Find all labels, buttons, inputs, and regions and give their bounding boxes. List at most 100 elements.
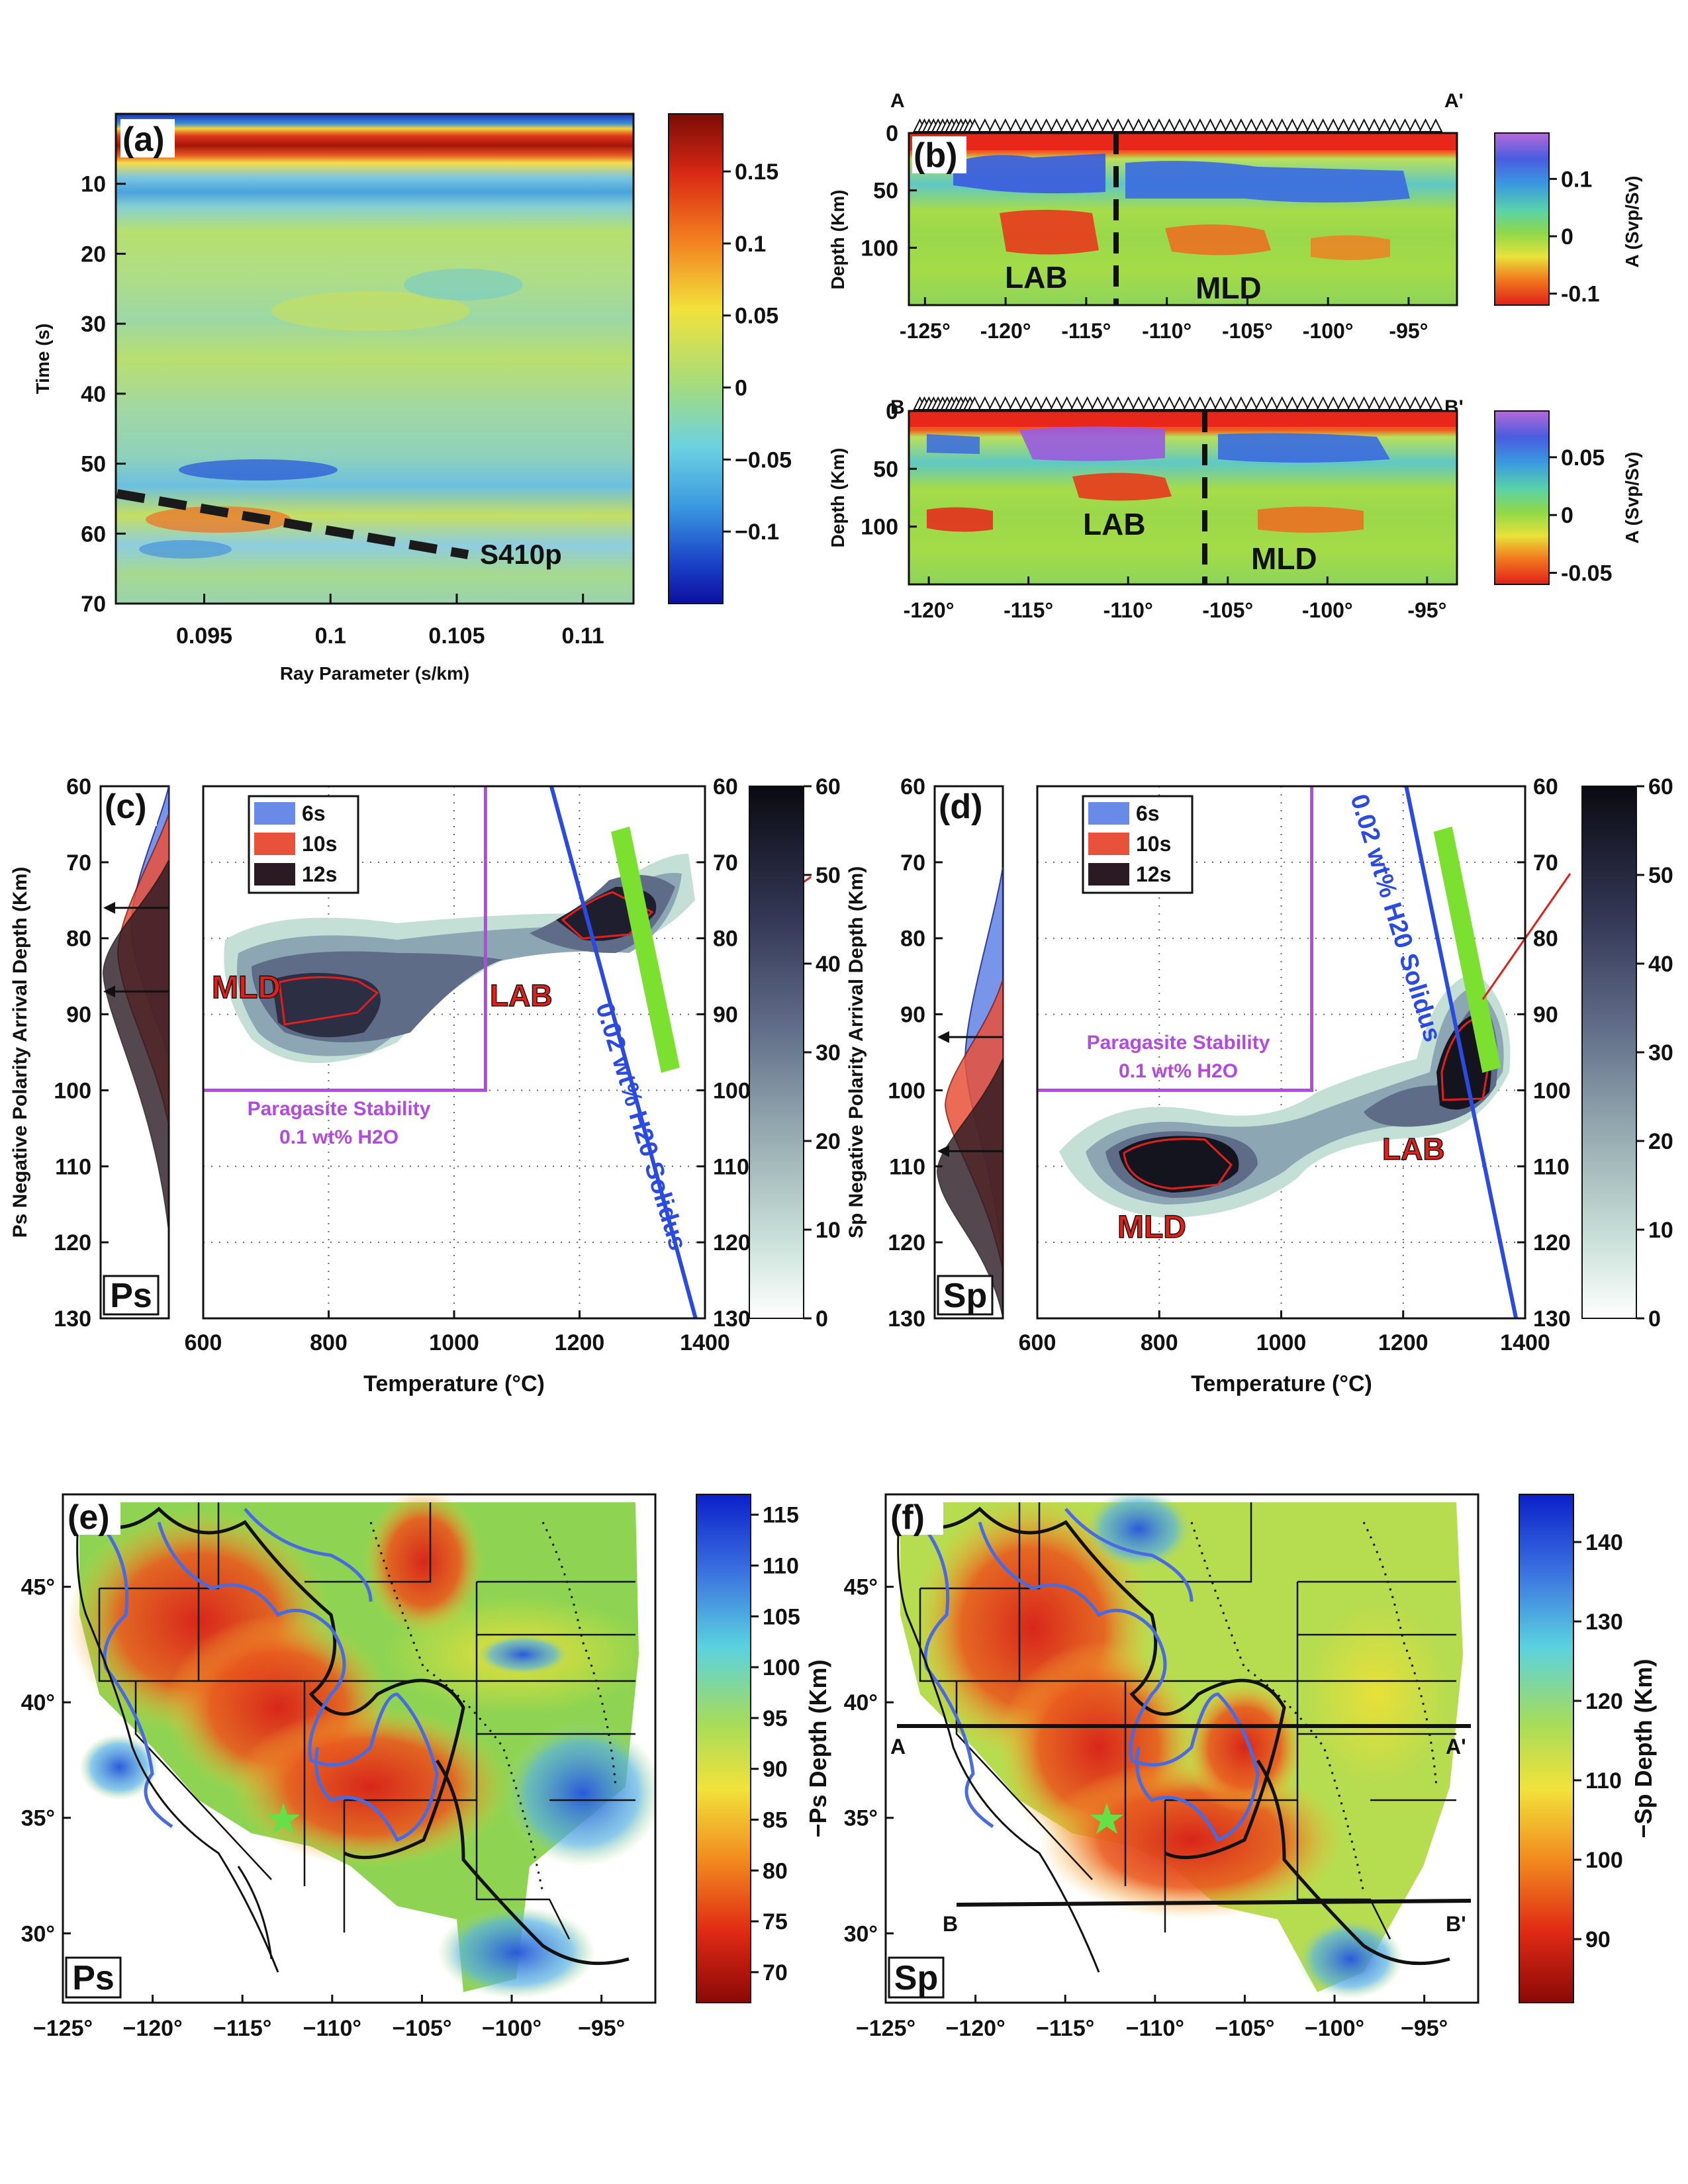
colorbar-tick-label: 0 bbox=[1648, 1306, 1661, 1332]
station-triangle bbox=[1203, 396, 1218, 410]
profile-label-b-prime: B' bbox=[1446, 1912, 1466, 1936]
sp-map-label: Sp bbox=[894, 1959, 938, 1997]
panel-f-tag-box bbox=[889, 1498, 943, 1535]
legend-swatch-10s bbox=[254, 833, 295, 855]
peak-arrow-head bbox=[937, 1145, 949, 1158]
ytick-label: 130 bbox=[888, 1306, 925, 1332]
surface-band bbox=[909, 133, 1457, 150]
panel-d-right-yticks: 60 70 80 90 100 110 120 130 bbox=[1517, 774, 1571, 1332]
ytick-label: 90 bbox=[66, 1003, 91, 1028]
right-ytick-label: 80 bbox=[1533, 927, 1558, 952]
dotted-outline bbox=[541, 1522, 617, 1788]
panel-d-xticks: 600 800 1000 1200 1400 bbox=[1019, 1310, 1550, 1355]
station-triangle bbox=[1316, 118, 1331, 132]
panel-f-colorbar bbox=[1519, 1494, 1574, 2003]
panel-f-tag: (f) bbox=[890, 1498, 925, 1537]
station-triangle bbox=[1244, 396, 1258, 410]
positive-anomaly bbox=[1000, 210, 1099, 255]
peak-arrow-head bbox=[103, 901, 115, 914]
xtick-label: -100° bbox=[1303, 319, 1354, 343]
right-ytick-label: 70 bbox=[1533, 850, 1558, 876]
station-triangle bbox=[1182, 396, 1197, 410]
coastline bbox=[76, 1502, 279, 1973]
dotted-outline bbox=[1362, 1522, 1438, 1788]
legend-swatch-6s bbox=[254, 802, 295, 825]
colorbar-tick-label: 0.05 bbox=[735, 304, 778, 329]
station-triangle bbox=[1397, 118, 1413, 132]
panel-c-tag: (c) bbox=[105, 788, 147, 826]
negative-anomaly bbox=[953, 154, 1105, 194]
station-triangle bbox=[1008, 396, 1023, 410]
ytick-label: 110 bbox=[55, 1154, 91, 1179]
station-triangle bbox=[1408, 118, 1423, 132]
colorbar-tick-label: 110 bbox=[1585, 1768, 1622, 1794]
legend-swatch-12s bbox=[1088, 863, 1129, 886]
solidus-line bbox=[1404, 786, 1519, 1319]
xtick-label: −125° bbox=[856, 2016, 915, 2041]
panel-d-xlabel: Temperature (°C) bbox=[1191, 1371, 1372, 1396]
xtick-label: −110° bbox=[303, 2016, 361, 2041]
negative-blob bbox=[179, 459, 338, 480]
station-triangle bbox=[988, 118, 1002, 132]
ytick-label: 120 bbox=[54, 1230, 91, 1255]
colorbar-tick-label: -0.05 bbox=[1561, 561, 1613, 586]
panel-b2-colorbar bbox=[1494, 410, 1550, 585]
province-outline bbox=[85, 1506, 465, 1860]
hot-region bbox=[364, 1494, 483, 1635]
ytick-label: 40 bbox=[81, 382, 106, 407]
colorbar-tick-label: 50 bbox=[1648, 863, 1673, 888]
station-triangle bbox=[1223, 396, 1238, 410]
right-ytick-label: 120 bbox=[1533, 1230, 1571, 1255]
cool-region bbox=[1297, 1919, 1403, 1999]
panel-c-colorbar-ticks: 60 50 40 30 20 10 0 bbox=[804, 774, 841, 1332]
mld-label-b2: MLD bbox=[1251, 541, 1317, 576]
xtick-label: -110° bbox=[1142, 319, 1192, 343]
colorbar-tick-label: 0.15 bbox=[735, 159, 778, 185]
positive-blob bbox=[271, 291, 470, 331]
ytick-label: 40° bbox=[844, 1690, 878, 1715]
ps-box bbox=[103, 1275, 160, 1316]
station-triangle bbox=[1316, 396, 1331, 410]
station-triangle bbox=[1203, 118, 1218, 132]
panel-a-tag: (a) bbox=[122, 120, 165, 159]
station-triangle bbox=[1418, 396, 1433, 410]
peak-arrows bbox=[103, 901, 169, 998]
panel-c-yticks: 60 70 80 90 100 110 120 130 bbox=[54, 774, 109, 1332]
station-triangle bbox=[1429, 118, 1443, 132]
station-triangle bbox=[1285, 396, 1299, 410]
station-triangle bbox=[1356, 396, 1372, 410]
panel-e-colorbar-ticks: 115 110 105 100 95 90 85 80 75 70 bbox=[751, 1503, 800, 1985]
panel-a-blobs bbox=[139, 269, 523, 559]
station-triangle bbox=[1295, 118, 1310, 132]
panel-a-ylabel: Time (s) bbox=[32, 324, 53, 394]
station-triangle bbox=[1305, 396, 1320, 410]
station-triangle bbox=[1029, 396, 1043, 410]
colorbar-tick-label: 0 bbox=[816, 1306, 828, 1332]
peak-arrows bbox=[937, 1031, 1003, 1158]
panel-b-cbar-label: A (Svp/Sv) bbox=[1622, 176, 1642, 268]
panel-b-frame bbox=[908, 132, 1458, 306]
panel-b-tag-box bbox=[912, 136, 966, 173]
station-triangles bbox=[912, 118, 1443, 132]
right-ytick-label: 100 bbox=[1533, 1078, 1571, 1103]
panel-b2-yticks: 0 50 100 bbox=[861, 399, 917, 540]
profile-label-a: A bbox=[890, 1735, 906, 1758]
colorbar-tick-label: 105 bbox=[763, 1604, 800, 1629]
colorbar-tick-label: 0.1 bbox=[735, 232, 766, 257]
positive-anomaly bbox=[1258, 506, 1364, 533]
xtick-label: −105° bbox=[392, 2016, 451, 2041]
colorbar-tick-label: 85 bbox=[763, 1808, 788, 1833]
legend-label-12s: 12s bbox=[1136, 862, 1171, 886]
station-triangle bbox=[1367, 396, 1382, 410]
panel-b-colorbar bbox=[1494, 132, 1550, 306]
xtick-label: 1200 bbox=[1378, 1330, 1429, 1355]
colorbar-tick-label: 90 bbox=[763, 1757, 788, 1782]
panel-c-tag-box bbox=[103, 788, 157, 826]
colorbar-tick-label: −0.1 bbox=[735, 520, 779, 545]
colorbar-tick-label: 60 bbox=[1648, 774, 1673, 799]
cool-region bbox=[1086, 1494, 1192, 1569]
solidus-line bbox=[549, 786, 698, 1319]
panel-e-cbar-label: −Ps Depth (Km) bbox=[804, 1659, 831, 1837]
